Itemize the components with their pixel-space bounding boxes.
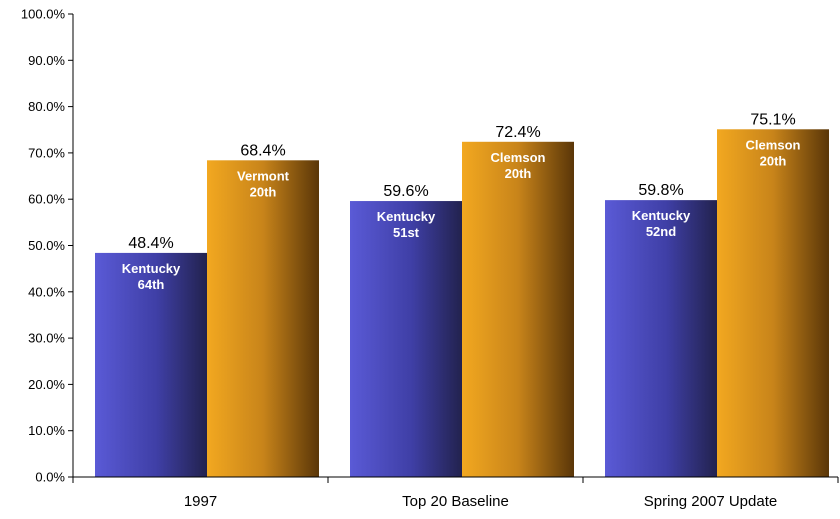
x-category-label: Spring 2007 Update: [644, 493, 777, 510]
bar: [350, 201, 462, 477]
bar-value-label: 59.8%: [638, 182, 683, 199]
y-tick-label: 60.0%: [28, 192, 65, 207]
bar: [95, 252, 207, 477]
bar: [605, 200, 717, 477]
bar-value-label: 68.4%: [240, 142, 285, 159]
y-tick-label: 50.0%: [28, 238, 65, 253]
bar-inner-label: Kentucky: [377, 209, 436, 224]
y-tick-label: 30.0%: [28, 331, 65, 346]
bar-inner-label: 64th: [138, 277, 165, 292]
x-axis: 1997 Top 20 Baseline Spring 2007 Update: [72, 476, 839, 510]
x-category-label: Top 20 Baseline: [402, 493, 509, 510]
bar-inner-label: Kentucky: [632, 208, 691, 223]
bar: [207, 160, 319, 478]
y-tick-label: 80.0%: [28, 99, 65, 114]
bar-inner-label: Kentucky: [122, 261, 181, 276]
y-tick-label: 90.0%: [28, 53, 65, 68]
bar-value-label: 59.6%: [383, 183, 428, 200]
bar-inner-label: 51st: [393, 225, 420, 240]
bar-inner-label: Vermont: [237, 168, 290, 183]
y-tick-label: 10.0%: [28, 423, 65, 438]
bar-inner-label: Clemson: [746, 137, 801, 152]
bar: [717, 129, 829, 478]
bar-inner-label: 20th: [250, 184, 277, 199]
bar-inner-label: Clemson: [491, 150, 546, 165]
y-tick-label: 100.0%: [21, 7, 66, 22]
bar-inner-label: 20th: [505, 166, 532, 181]
y-tick-label: 0.0%: [35, 470, 65, 485]
bar: [462, 141, 574, 477]
y-tick-label: 20.0%: [28, 377, 65, 392]
x-category-label: 1997: [184, 493, 217, 510]
y-tick-label: 70.0%: [28, 145, 65, 160]
bar-inner-label: 52nd: [646, 224, 676, 239]
y-tick-label: 40.0%: [28, 284, 65, 299]
bar-value-label: 72.4%: [495, 124, 540, 141]
bar-inner-label: 20th: [760, 153, 787, 168]
bar-value-label: 75.1%: [750, 111, 795, 128]
y-axis: 0.0% 10.0% 20.0% 30.0% 40.0% 50.0% 60.0% 70.0% 8…: [21, 7, 74, 485]
bar-value-label: 48.4%: [128, 235, 173, 252]
